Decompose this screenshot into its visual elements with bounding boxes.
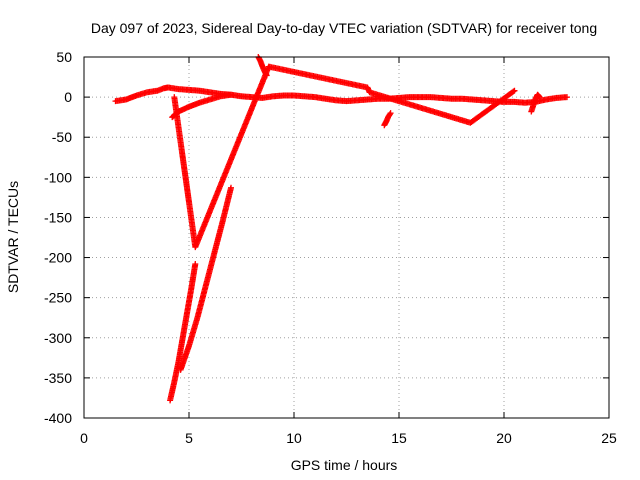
data-point xyxy=(192,260,199,267)
x-tick-label: 0 xyxy=(80,430,88,446)
x-axis-label: GPS time / hours xyxy=(291,457,398,473)
data-point xyxy=(386,111,393,118)
y-tick-label: -150 xyxy=(44,209,72,225)
series-group xyxy=(381,110,394,129)
x-tick-label: 20 xyxy=(496,430,512,446)
data-point xyxy=(510,88,517,95)
y-tick-label: -400 xyxy=(44,410,72,426)
y-tick-label: -250 xyxy=(44,290,72,306)
grid-lines xyxy=(84,57,609,418)
data-point xyxy=(536,94,543,101)
series-group xyxy=(169,91,234,121)
y-tick-label: -100 xyxy=(44,169,72,185)
x-tick-label: 5 xyxy=(185,430,193,446)
y-axis-label: SDTVAR / TECUs xyxy=(5,181,21,293)
series-group xyxy=(177,184,234,373)
x-tick-label: 15 xyxy=(391,430,407,446)
y-tick-label: 50 xyxy=(56,49,72,65)
y-tick-label: -200 xyxy=(44,250,72,266)
y-tick-label: -300 xyxy=(44,330,72,346)
data-point xyxy=(564,94,570,101)
series-group xyxy=(171,63,518,251)
data-point xyxy=(511,87,518,94)
data-points xyxy=(112,54,570,404)
data-point xyxy=(536,93,542,100)
x-tick-label: 10 xyxy=(286,430,302,446)
data-point xyxy=(387,110,394,117)
x-tick-label: 25 xyxy=(601,430,617,446)
series-group xyxy=(167,260,199,404)
data-point xyxy=(228,91,234,98)
axis-ticks: 0 5 10 15 20 25 50 0 -50 -100 -150 -200 -250 -300 -350… xyxy=(44,49,617,446)
y-tick-label: -350 xyxy=(44,370,72,386)
y-tick-label: -50 xyxy=(52,129,72,145)
chart-title: Day 097 of 2023, Sidereal Day-to-day VTE… xyxy=(91,20,597,36)
series-group xyxy=(528,91,543,115)
plot-frame xyxy=(83,56,610,419)
y-tick-label: 0 xyxy=(64,89,72,105)
data-point xyxy=(228,184,234,191)
